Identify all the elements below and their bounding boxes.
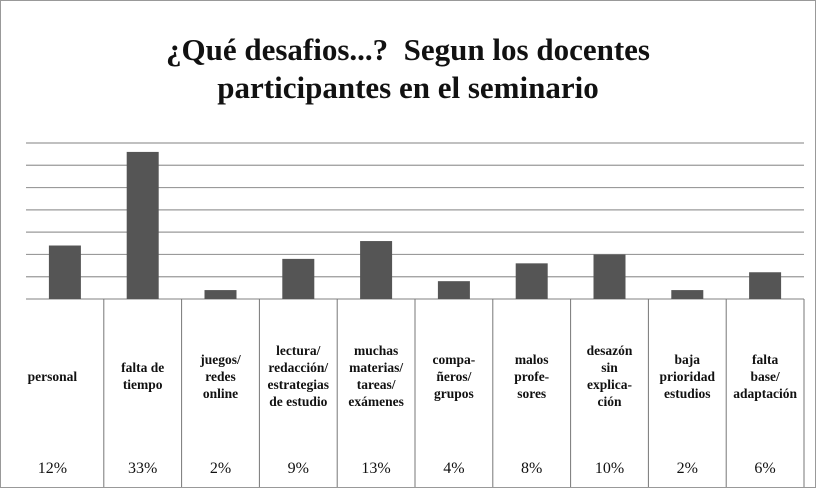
category-label: falta base/ adaptación: [733, 351, 797, 401]
value-label: 2%: [209, 460, 232, 477]
bar: [515, 263, 548, 299]
category-label: compa- ñeros/ grupos: [432, 351, 476, 401]
value-label: 33%: [128, 460, 158, 477]
category-label: falta de tiempo: [121, 360, 165, 392]
value-label: 4%: [443, 460, 465, 477]
category-label: personal: [27, 368, 78, 384]
value-label: 6%: [754, 460, 776, 477]
bar: [282, 258, 315, 299]
bar: [48, 245, 81, 299]
value-label: 9%: [287, 460, 309, 477]
value-label: 13%: [361, 460, 391, 477]
value-label: 12%: [37, 460, 68, 477]
value-label: 8%: [521, 460, 543, 477]
bar: [204, 290, 237, 299]
bar: [671, 290, 704, 299]
bar: [360, 241, 393, 299]
bar: [126, 151, 159, 299]
category-label: desazón sin explica- ción: [586, 343, 633, 409]
bar: [749, 272, 782, 299]
category-label: juegos/ redes online: [200, 351, 241, 401]
category-label: muchas materias/ tareas/ exámenes: [348, 343, 404, 409]
value-label: 2%: [676, 460, 698, 477]
bar: [593, 254, 626, 299]
category-label: baja prioridad estudios: [659, 351, 716, 401]
bar: [437, 281, 470, 299]
category-label: lectura/ redacción/ estrategias de estud…: [267, 343, 330, 409]
value-label: 10%: [594, 460, 625, 477]
chart-title: ¿Qué desafios...? Segun los docentes par…: [166, 32, 650, 105]
category-label: malos profe- sores: [514, 351, 550, 401]
